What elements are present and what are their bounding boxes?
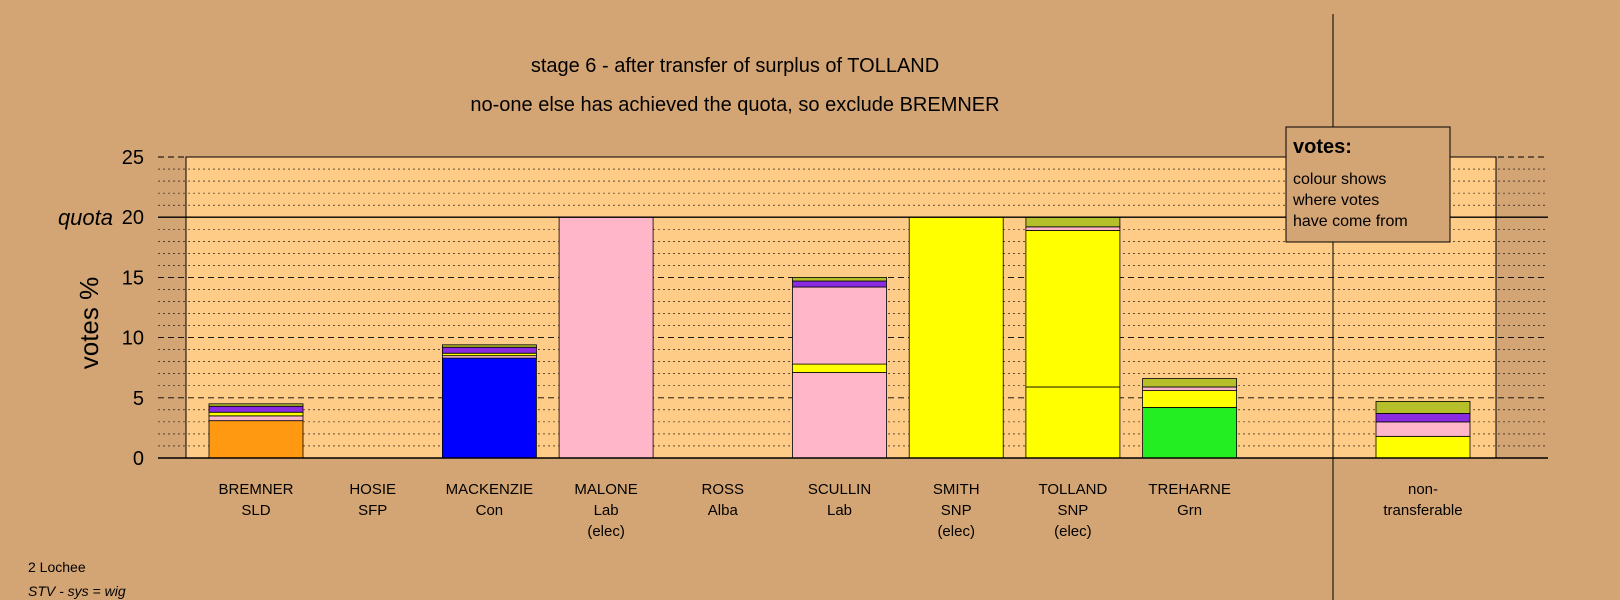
bar-segment bbox=[1025, 226, 1121, 231]
bar-segment bbox=[1375, 413, 1471, 423]
category-label: SMITH bbox=[933, 481, 980, 498]
bar-segment bbox=[558, 216, 654, 459]
quota-label: quota bbox=[58, 205, 113, 230]
legend-line: where votes bbox=[1292, 192, 1379, 209]
bar-segment bbox=[441, 344, 537, 348]
category-label: HOSIE bbox=[349, 481, 396, 498]
bar-segment bbox=[208, 405, 304, 413]
bar-segment bbox=[1025, 216, 1121, 228]
category-label: MACKENZIE bbox=[446, 481, 534, 498]
bar-segment bbox=[792, 363, 887, 373]
bar-segment bbox=[1142, 378, 1237, 388]
ward-name: 2 Lochee bbox=[28, 559, 86, 575]
bar-segment bbox=[208, 420, 304, 459]
bars bbox=[208, 216, 1471, 459]
category-label: TOLLAND bbox=[1038, 481, 1107, 498]
category-label: SLD bbox=[241, 502, 270, 519]
bar-segment bbox=[208, 415, 304, 422]
category-label: SNP bbox=[941, 502, 972, 519]
bar-segment bbox=[208, 411, 304, 417]
category-label: Alba bbox=[708, 502, 739, 519]
legend-line: colour shows bbox=[1293, 171, 1386, 188]
category-label: (elec) bbox=[937, 523, 975, 540]
category-label: BREMNER bbox=[218, 481, 293, 498]
category-label: Con bbox=[476, 502, 504, 519]
bar-segment bbox=[1142, 407, 1237, 459]
bar-segment bbox=[792, 276, 887, 282]
bar-segment bbox=[208, 403, 304, 407]
bar-segment bbox=[792, 372, 887, 459]
category-label: SNP bbox=[1057, 502, 1088, 519]
bar-segment bbox=[792, 280, 887, 288]
bar-segment bbox=[1025, 386, 1121, 459]
legend-frame bbox=[1285, 126, 1451, 243]
y-tick-label: 25 bbox=[122, 147, 144, 169]
bar-segment bbox=[1142, 386, 1237, 391]
bar-segment bbox=[1025, 230, 1121, 388]
category-label: non- bbox=[1408, 481, 1438, 498]
category-label: TREHARNE bbox=[1148, 481, 1231, 498]
y-tick-label: 0 bbox=[133, 448, 144, 470]
category-label: ROSS bbox=[702, 481, 745, 498]
bar-segment bbox=[1142, 390, 1237, 408]
bar-segment bbox=[1375, 401, 1471, 414]
category-label: (elec) bbox=[1054, 523, 1092, 540]
category-label: SFP bbox=[358, 502, 387, 519]
category-label: Lab bbox=[594, 502, 619, 519]
category-label: (elec) bbox=[587, 523, 625, 540]
category-label: Lab bbox=[827, 502, 852, 519]
category-label: SCULLIN bbox=[808, 481, 871, 498]
bar-segment bbox=[1375, 421, 1471, 437]
chart-title: stage 6 - after transfer of surplus of T… bbox=[531, 55, 939, 77]
bar-segment bbox=[441, 346, 537, 354]
bar-segment bbox=[1375, 435, 1471, 459]
category-label: MALONE bbox=[574, 481, 637, 498]
category-labels: BREMNER SLD HOSIE SFP MACKENZIE Con MALONE Lab (… bbox=[218, 481, 1462, 540]
bar-segment bbox=[908, 216, 1004, 459]
y-tick-label: 20 bbox=[122, 207, 144, 229]
y-tick-label: 10 bbox=[122, 328, 144, 350]
chart-subtitle: no-one else has achieved the quota, so e… bbox=[470, 94, 999, 116]
y-tick-label: 5 bbox=[133, 388, 144, 410]
bar-segment bbox=[441, 357, 537, 459]
legend-line: have come from bbox=[1293, 213, 1408, 230]
category-label: transferable bbox=[1383, 502, 1462, 519]
legend-box: votes: colour shows where votes have com… bbox=[1285, 126, 1451, 243]
y-tick-label: 15 bbox=[122, 267, 144, 289]
legend-title: votes: bbox=[1293, 136, 1352, 158]
category-label: Grn bbox=[1177, 502, 1202, 519]
bar-segment bbox=[792, 286, 887, 365]
y-axis-label: votes % bbox=[74, 277, 104, 370]
system-label: STV - sys = wig bbox=[28, 583, 126, 599]
